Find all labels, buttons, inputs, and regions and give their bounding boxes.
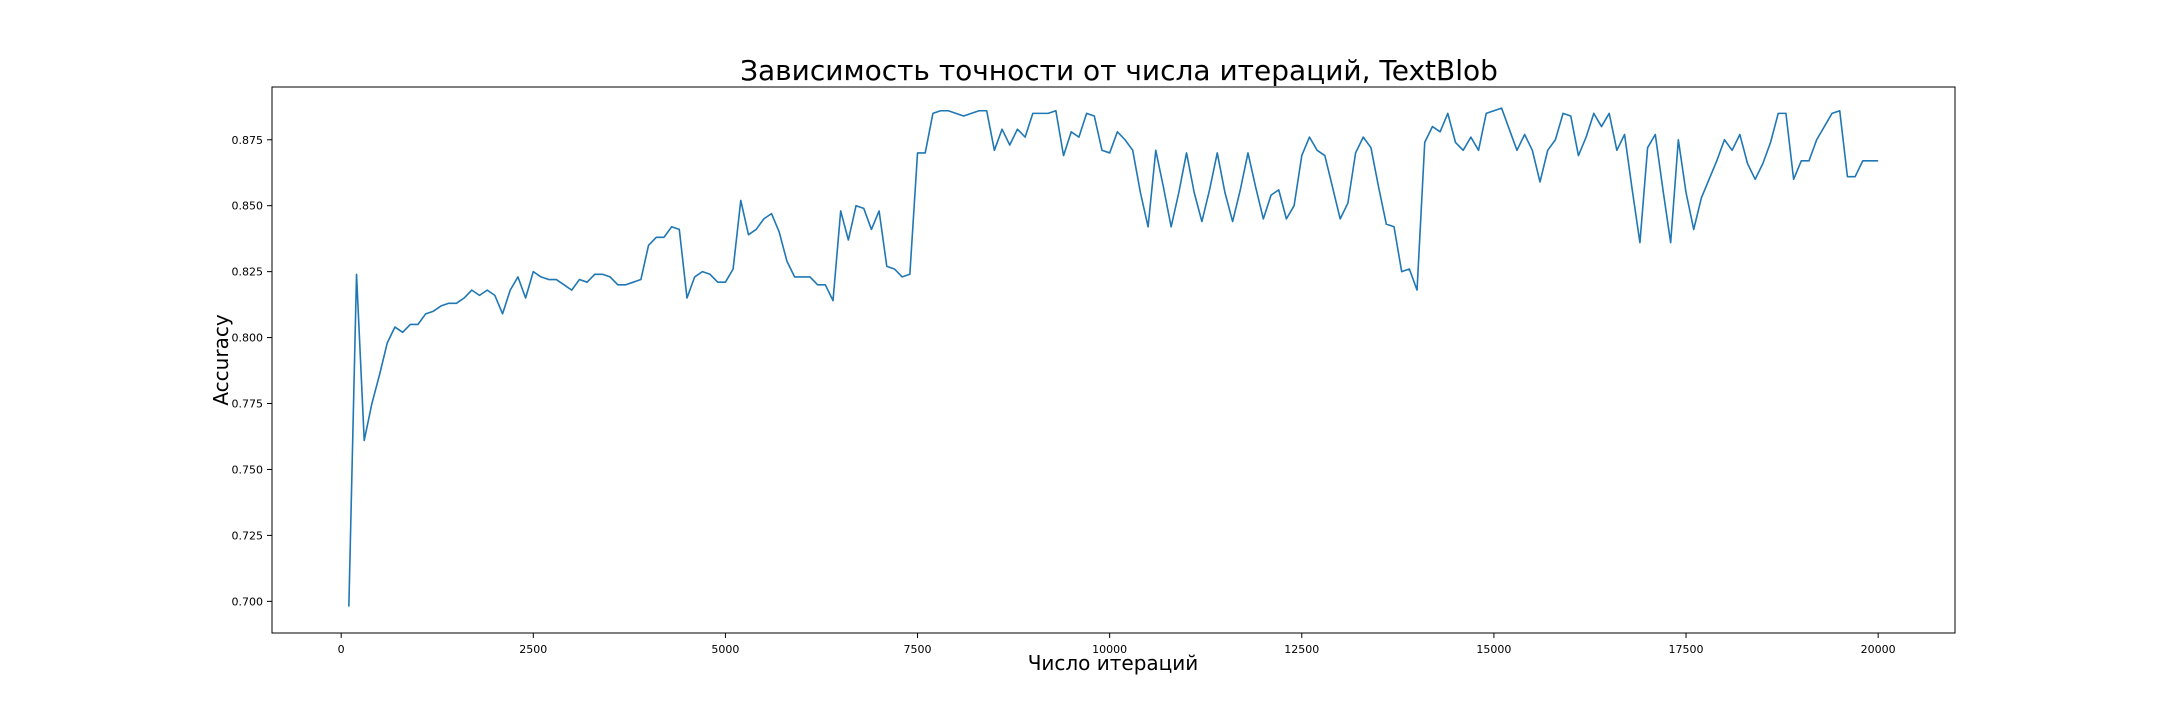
x-tick-label: 12500 — [1284, 643, 1319, 656]
y-tick-label: 0.800 — [232, 332, 264, 345]
chart-title: Зависимость точности от числа итераций, … — [740, 54, 1498, 87]
x-tick-label: 7500 — [904, 643, 932, 656]
x-tick-label: 0 — [338, 643, 345, 656]
x-tick-label: 20000 — [1861, 643, 1896, 656]
x-tick-label: 17500 — [1669, 643, 1704, 656]
y-axis: 0.700 0.725 0.750 0.775 0.800 0.825 0.850 0.875 — [232, 134, 272, 608]
y-tick-label: 0.725 — [232, 529, 264, 542]
x-tick-label: 10000 — [1092, 643, 1127, 656]
accuracy-series-line — [348, 107, 1879, 607]
y-tick-label: 0.700 — [232, 595, 264, 608]
y-tick-label: 0.850 — [232, 200, 264, 213]
x-tick-label: 5000 — [711, 643, 739, 656]
y-tick-label: 0.825 — [232, 266, 264, 279]
y-tick-label: 0.750 — [232, 463, 264, 476]
y-axis-label: Accuracy — [209, 314, 233, 405]
x-axis-label: Число итераций — [1028, 651, 1199, 675]
plot-area-frame — [271, 86, 1956, 634]
x-tick-label: 15000 — [1476, 643, 1511, 656]
y-tick-label: 0.875 — [232, 134, 264, 147]
x-tick-label: 2500 — [519, 643, 547, 656]
x-axis: 0 2500 5000 7500 10000 12500 15000 17500 20000 — [338, 633, 1896, 656]
y-tick-label: 0.775 — [232, 398, 264, 411]
